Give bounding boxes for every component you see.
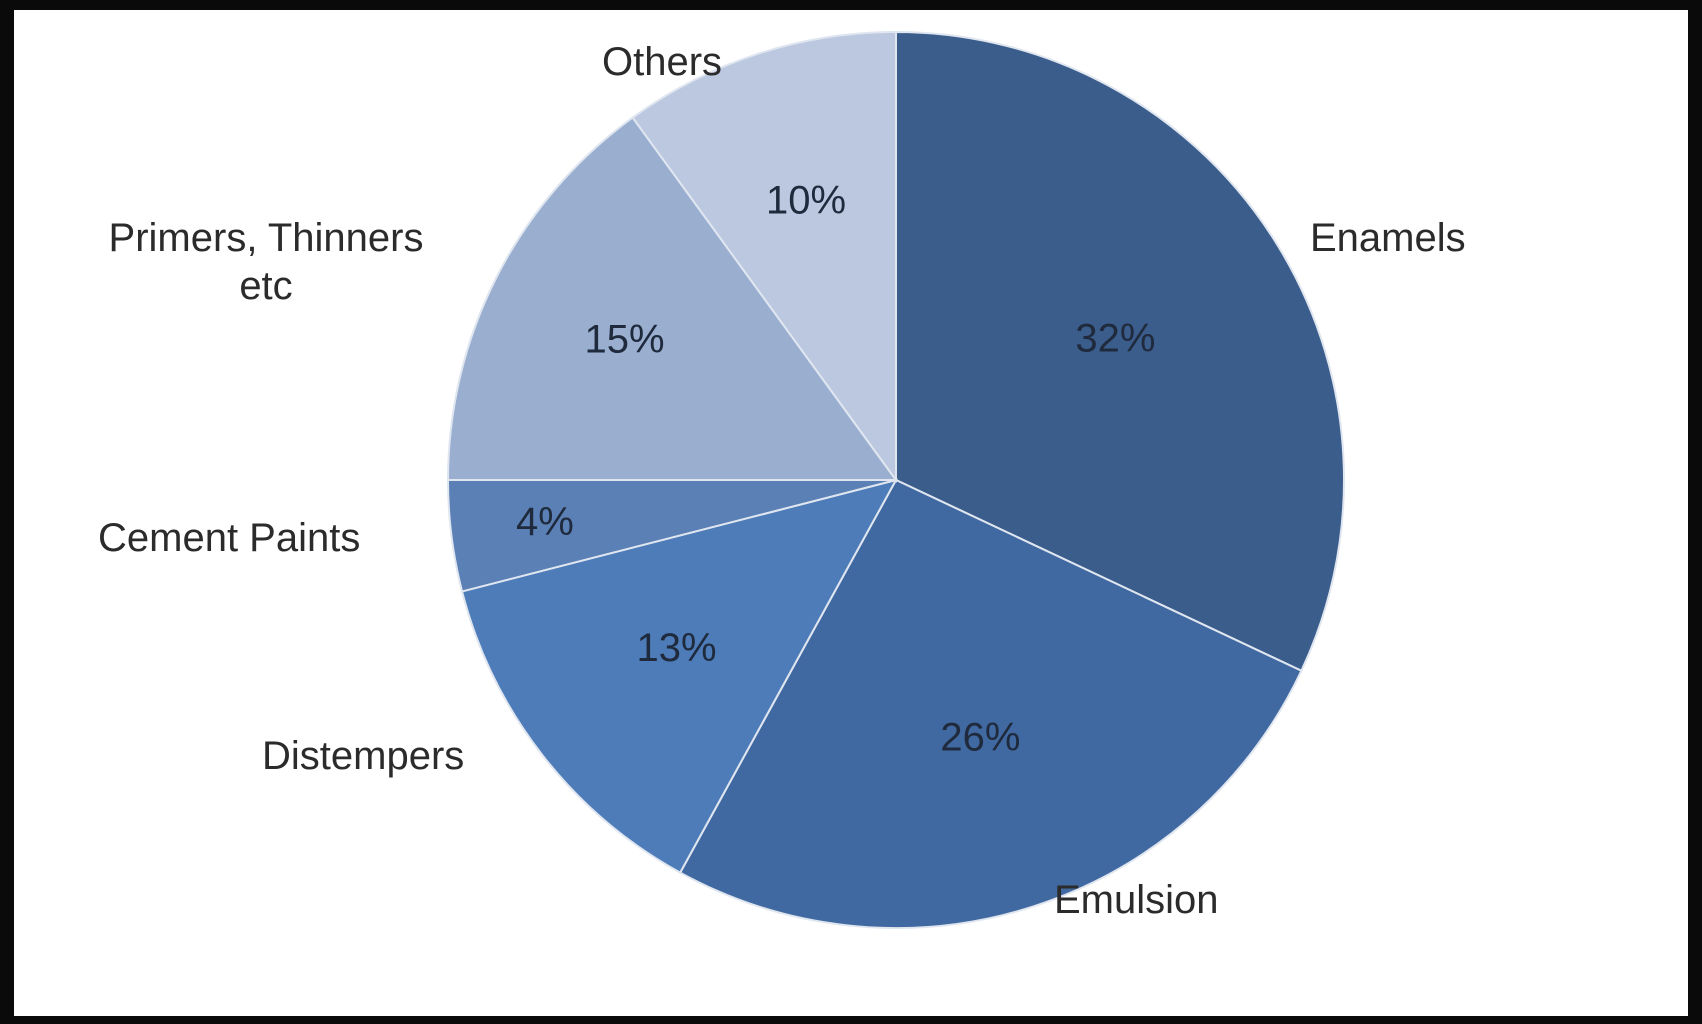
percent-label: 4% (516, 500, 574, 544)
pie-slice-others (631, 30, 897, 484)
percent-labels: 32% 26% 13% 4% 15% 10% (516, 179, 1155, 760)
category-label: Cement Paints (98, 516, 360, 560)
percent-label: 10% (766, 179, 846, 223)
category-label: Primers, Thinners etc (109, 216, 424, 308)
percent-label: 13% (636, 626, 716, 670)
percent-label: 26% (940, 715, 1020, 759)
category-label: Emulsion (1054, 878, 1219, 922)
chart-frame: 32% 26% 13% 4% 15% 10% Enamels Emulsion Distemp… (14, 10, 1688, 1016)
percent-label: 15% (585, 317, 665, 361)
category-label: Enamels (1310, 216, 1466, 260)
pie-slice-distempers (460, 478, 898, 874)
percent-label: 32% (1075, 316, 1155, 360)
pie-slice-primers-thinners-etc (446, 116, 898, 481)
category-label: Others (602, 40, 722, 84)
category-labels: Enamels Emulsion Distempers Cement Paints Pr… (98, 40, 1466, 922)
pie-chart: 32% 26% 13% 4% 15% 10% Enamels Emulsion Distemp… (98, 30, 1466, 929)
pie-slices (446, 30, 1345, 929)
pie-slice-enamels (895, 30, 1345, 673)
category-label: Distempers (262, 734, 464, 778)
